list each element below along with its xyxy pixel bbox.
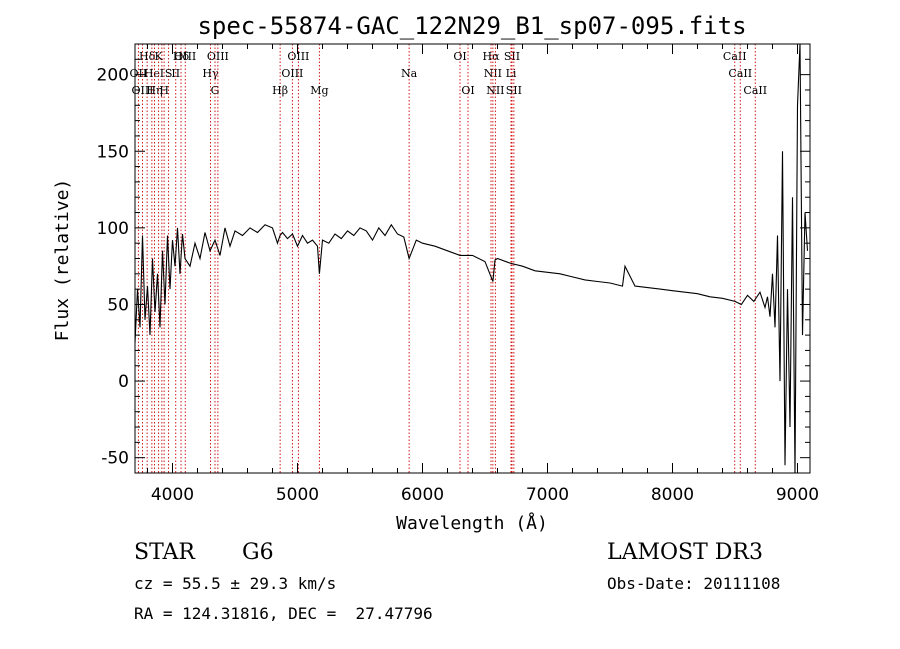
x-tick-label: 4000	[151, 485, 194, 505]
y-tick-label: 50	[107, 295, 129, 315]
object-subclass: G6	[242, 540, 274, 565]
y-tick-label: -50	[101, 449, 129, 469]
x-axis-label: Wavelength (Å)	[396, 512, 548, 534]
spectral-line-label: OIII	[174, 50, 196, 63]
y-tick-label: 150	[97, 142, 129, 162]
x-tick-label: 9000	[776, 485, 819, 505]
spectral-line-label: NII	[486, 84, 504, 97]
spectral-line-label: NII	[484, 67, 502, 80]
redshift-cz: cz = 55.5 ± 29.3 km/s	[134, 574, 337, 593]
spectral-line-label: OIII	[207, 50, 229, 63]
spectral-line-label: Hα	[482, 50, 500, 63]
plot-frame	[134, 43, 811, 474]
survey-name: LAMOST DR3	[607, 540, 763, 565]
object-class: STAR	[134, 540, 195, 565]
spectral-line-label: Mg	[310, 84, 328, 97]
observation-date: Obs-Date: 20111108	[607, 574, 781, 593]
y-tick-label: 100	[97, 219, 129, 239]
spectral-line-label: Hγ	[202, 67, 219, 80]
spectral-line-label: K	[155, 50, 164, 63]
spectral-line-label: CaII	[743, 84, 767, 97]
spectral-line-label: OIII	[131, 84, 153, 97]
x-tick-label: 8000	[651, 485, 694, 505]
chart-title: spec-55874-GAC_122N29_B1_sp07-095.fits	[197, 12, 746, 40]
spectrum-line	[134, 43, 809, 474]
spectral-line-label: OIII	[287, 50, 309, 63]
spectral-line-label: S	[165, 67, 173, 80]
spectral-line-label: H	[159, 84, 169, 97]
spectral-line-label: II	[171, 67, 180, 80]
spectral-line-label: Hβ	[272, 84, 288, 97]
spectral-line-label: OIII	[281, 67, 303, 80]
y-tick-label: 0	[118, 372, 129, 392]
x-tick-label: 7000	[526, 485, 569, 505]
ra-dec: RA = 124.31816, DEC = 27.47796	[134, 604, 433, 623]
spectral-line-label: OI	[461, 84, 474, 97]
y-tick-label: 200	[97, 66, 129, 86]
spectral-line-label: SII	[504, 50, 520, 63]
x-tick-label: 5000	[276, 485, 319, 505]
spectral-line-label: OI	[453, 50, 466, 63]
spectral-line-label: G	[211, 84, 220, 97]
spectral-line-label: CaII	[728, 67, 752, 80]
spectral-line-label: Hδ	[173, 50, 190, 63]
x-tick-label: 6000	[401, 485, 444, 505]
y-axis-label: Flux (relative)	[52, 179, 73, 342]
spectral-line-label: SII	[506, 84, 522, 97]
spectral-line-label: Li	[506, 67, 517, 80]
spectral-line-label: Hδ	[139, 50, 156, 63]
spectral-line-label: Na	[401, 67, 418, 80]
spectral-line-label: CaII	[723, 50, 747, 63]
spectral-line-label: He	[144, 67, 160, 80]
spectral-line-label: I	[160, 67, 164, 80]
